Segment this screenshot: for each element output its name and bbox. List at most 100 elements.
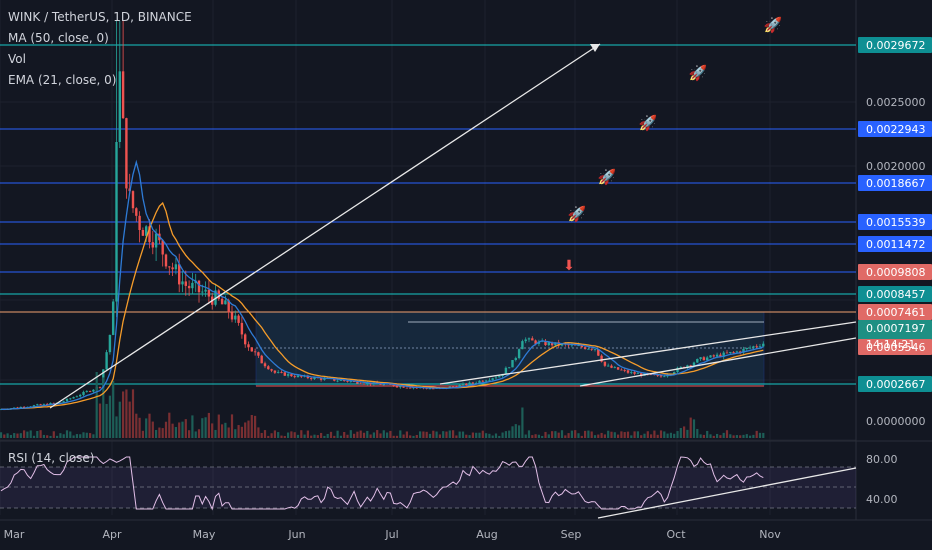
ema-21-line [1, 159, 764, 410]
candle-body-84 [277, 372, 280, 373]
volume-bar-137 [452, 430, 455, 438]
candle-body-219 [722, 352, 725, 357]
volume-bar-93 [306, 430, 309, 438]
candle-body-231 [762, 343, 765, 347]
volume-bar-150 [494, 433, 498, 438]
volume-bar-146 [481, 430, 484, 438]
volume-bar-57 [188, 430, 191, 438]
ma-indicator-label[interactable]: MA (50, close, 0) [8, 31, 109, 45]
volume-bar-152 [501, 432, 504, 438]
volume-bar-224 [739, 435, 742, 438]
candle-body-162 [534, 340, 537, 344]
volume-bar-129 [425, 431, 428, 438]
candle-body-83 [273, 370, 277, 373]
long-arrow-line [49, 43, 601, 409]
volume-bar-165 [544, 431, 547, 438]
candle-body-49 [161, 240, 164, 255]
volume-bar-54 [178, 422, 181, 438]
candle-body-53 [174, 264, 178, 270]
volume-bar-115 [379, 433, 382, 438]
volume-bar-205 [676, 431, 679, 438]
volume-bar-119 [392, 435, 395, 438]
volume-bar-31 [102, 377, 105, 438]
candle-body-76 [250, 347, 253, 352]
volume-indicator-label[interactable]: Vol [8, 52, 26, 66]
volume-bar-156 [514, 424, 517, 438]
candle-body-88 [290, 374, 293, 377]
rocket-icon-1: 🚀 [689, 64, 708, 82]
candle-body-40 [131, 191, 135, 209]
volume-bar-200 [659, 430, 663, 438]
candle-body-97 [319, 378, 323, 380]
candle-body-119 [392, 384, 395, 387]
x-tick-label-5: Aug [476, 528, 497, 541]
price-label-10: 0.0002667 [866, 378, 926, 391]
arrow-head [590, 44, 600, 52]
price-label-1: 0.0022943 [866, 123, 926, 136]
candle-body-141 [465, 383, 468, 386]
candle-body-123 [405, 387, 409, 389]
volume-bar-164 [541, 435, 544, 438]
volume-bar-176 [580, 435, 583, 438]
volume-bar-195 [643, 433, 646, 438]
candle-body-216 [712, 355, 715, 357]
volume-bar-196 [646, 431, 649, 438]
candle-body-23 [75, 396, 79, 398]
candle-body-78 [257, 352, 260, 356]
volume-bar-191 [630, 435, 633, 438]
volume-bar-215 [709, 434, 712, 438]
candle-body-25 [82, 391, 85, 395]
candle-body-32 [105, 352, 108, 370]
volume-bar-24 [79, 434, 82, 438]
volume-bar-78 [257, 427, 260, 438]
candle-body-168 [554, 342, 557, 346]
volume-bar-132 [435, 431, 438, 438]
volume-bar-95 [313, 434, 316, 438]
candle-body-124 [409, 387, 412, 389]
volume-bar-133 [438, 434, 441, 438]
ema-indicator-label[interactable]: EMA (21, close, 0) [8, 73, 117, 87]
volume-bar-47 [155, 429, 158, 438]
candle-body-182 [600, 355, 603, 362]
candle-body-110 [362, 383, 366, 385]
candle-body-115 [379, 383, 382, 385]
volume-bar-175 [577, 433, 580, 438]
x-tick-label-1: Apr [102, 528, 122, 541]
candle-body-189 [623, 369, 626, 371]
candle-body-193 [636, 373, 640, 374]
volume-bar-158 [521, 407, 524, 438]
volume-bar-169 [557, 432, 560, 438]
support-trend-line-1 [439, 321, 857, 385]
candle-body-190 [626, 370, 630, 373]
range-box [255, 311, 765, 387]
volume-bar-194 [640, 435, 643, 438]
candle-body-74 [244, 334, 247, 345]
candle-body-26 [85, 391, 88, 392]
candle-body-60 [197, 280, 201, 293]
candle-body-221 [729, 351, 732, 354]
candle-body-82 [270, 369, 273, 371]
volume-bar-172 [567, 433, 570, 438]
volume-bar-168 [554, 431, 557, 438]
down-arrow-icon: ⬇ [563, 258, 575, 274]
candle-body-149 [491, 378, 494, 380]
rsi-trend-line [597, 467, 857, 519]
candle-body-224 [739, 351, 742, 353]
candle-body-185 [610, 365, 613, 368]
price-label-9: 0.0005546 [866, 341, 926, 354]
rsi-line [0, 456, 764, 511]
candle-body-37 [121, 71, 125, 119]
volume-bar-69 [227, 427, 230, 438]
candle-body-139 [458, 384, 461, 388]
volume-bar-214 [706, 430, 709, 438]
rsi-indicator-label[interactable]: RSI (14, close) [8, 451, 95, 465]
price-axis [858, 37, 932, 392]
y-tick-label-1: 0.0020000 [866, 160, 926, 173]
candle-body-159 [524, 339, 527, 342]
candle-body-226 [745, 347, 748, 350]
rocket-icon-3: 🚀 [598, 168, 617, 186]
volume-bar-71 [234, 429, 237, 438]
volume-bar-192 [633, 431, 636, 438]
